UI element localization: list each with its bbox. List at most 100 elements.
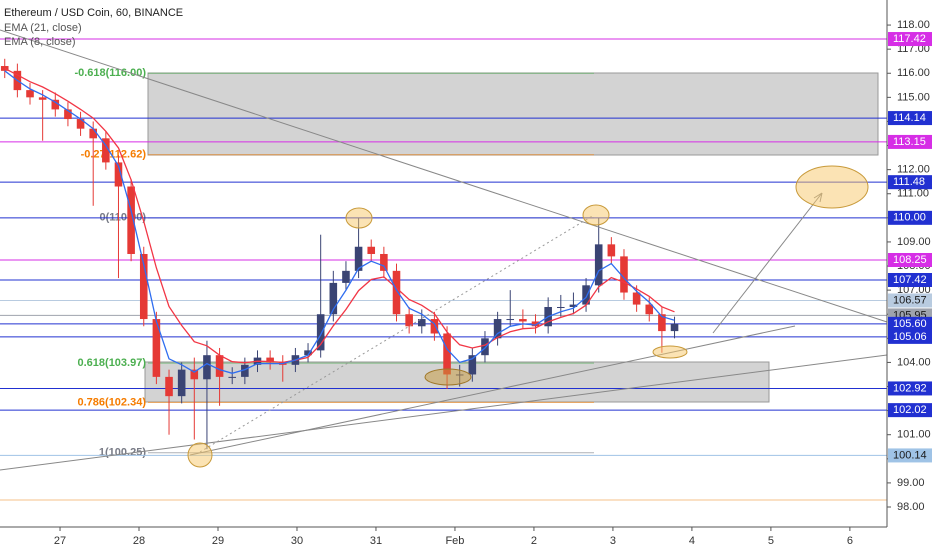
candle-body [569,304,578,307]
highlight [345,207,373,229]
price-label-box [888,448,932,463]
price-label: 102.92 [893,382,927,394]
price-label-box [888,111,932,126]
candle-body [417,319,426,327]
y-tick-label: 118.00 [897,19,930,31]
candle-body [76,119,85,129]
candle-body [645,304,654,315]
fib-label: -0.618(116.00) [74,67,146,79]
candle-body [594,244,603,286]
indicator-label: EMA (8, close) [4,36,76,48]
candle-body [266,357,274,363]
price-label: 108.25 [893,254,927,266]
candle-body [468,355,477,375]
y-tick-label: 117.00 [897,43,930,55]
price-label: 111.48 [893,176,925,188]
candle-body [443,333,451,375]
candle-body [26,90,34,98]
highlight [424,368,472,386]
ema-line [4,70,675,374]
price-label-box [888,32,932,47]
y-tick-label: 112.00 [897,164,930,176]
highlight [795,165,869,209]
candle-body [658,314,666,332]
fib-label: -0.27(112.62) [81,149,147,161]
price-label: 102.02 [893,404,927,416]
y-tick-label: 98.00 [897,501,925,513]
price-label: 105.06 [893,331,927,343]
y-tick-label: 115.00 [897,91,930,103]
x-tick-label: 30 [291,535,303,547]
x-tick-label: 28 [133,535,145,547]
marks [0,58,679,450]
fib-label: 1(100.25) [99,447,146,459]
candle-body [51,99,60,110]
candle-body [519,319,527,322]
trend-line [0,29,888,323]
plot-area: -0.618(116.00)-0.27(112.62)0(110.00)0.61… [0,38,887,501]
y-tick-label: 99.00 [897,477,925,489]
candle-body [152,319,161,377]
candle-body [241,364,249,377]
price-label: 100.14 [893,449,927,461]
x-tick-label: 3 [610,535,616,547]
y-tick-label: 101.00 [897,429,931,441]
candle-body [405,314,413,327]
candle-body [304,350,312,356]
price-label-box [888,329,932,344]
candle-body [114,162,123,187]
candle-body [228,376,237,378]
arrow [712,192,823,334]
x-tick-label: 31 [370,535,382,547]
price-label-box [888,316,932,331]
y-tick-label: 104.00 [897,356,931,368]
candle-body [89,128,97,139]
candle-body [139,253,148,320]
price-label-box [888,273,932,288]
zone-upper [147,72,879,156]
candle-body [342,270,350,283]
candle-body [392,270,401,315]
trend-line [189,325,796,456]
x-tick-label: 6 [847,535,853,547]
candle-body [481,338,489,356]
candle-body [127,186,135,254]
fib-label: 0.786(102.34) [78,396,147,408]
candle-body [506,319,515,321]
candle-body [177,369,186,397]
price-label-box [888,210,932,225]
candle-body [493,319,502,339]
highlight [187,442,213,468]
y-tick-label: 107.00 [897,284,931,296]
y-tick-label: 116.00 [897,67,930,79]
candle-body [557,306,565,308]
candle-body [215,355,224,377]
dotted-line [199,214,595,453]
candle-body [430,319,439,334]
highlight [652,345,688,359]
price-label-box [888,381,932,396]
candle-body [64,109,72,120]
candle-body [582,285,590,305]
x-tick-label: 27 [54,535,66,547]
x-tick-label: 5 [768,535,774,547]
price-label-box [888,175,932,190]
price-label: 105.60 [893,318,927,330]
price-label: 110.00 [893,212,926,224]
fib-label: 0.618(103.97) [78,357,147,369]
ema-line [4,67,675,364]
drawings [0,29,888,471]
candle-body [620,256,628,293]
indicator-label: EMA (21, close) [4,22,82,34]
price-label-box [888,293,932,308]
candle-body [670,323,679,332]
candle-body [531,321,540,327]
candle-body [380,253,388,271]
candle-body [329,282,338,315]
candle-body [316,314,325,351]
candle-body [367,246,376,254]
trend-line [0,354,888,471]
chart-title: Ethereum / USD Coin, 60, BINANCE [4,7,183,19]
